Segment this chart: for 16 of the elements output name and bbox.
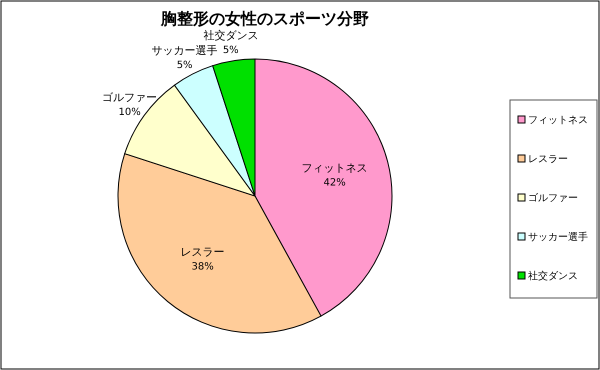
chart-title: 胸整形の女性のスポーツ分野 [160,9,369,28]
slice-label: ゴルファー [102,90,158,104]
data-label: 38% [191,261,214,272]
data-label: 5% [176,60,193,71]
legend-label: サッカー選手 [528,231,588,243]
legend-label: レスラー [528,154,568,165]
data-label: 5% [222,44,239,56]
legend-label: ゴルファー [528,192,578,204]
data-label: 10% [118,106,141,118]
slice-label: フィットネス [302,162,368,175]
legend-label: 社交ダンス [528,270,578,282]
slice-label: サッカー選手 [152,44,218,57]
slice-label: レスラー [180,245,225,258]
slice-label: 社交ダンス [203,28,258,42]
data-label: 42% [324,178,346,189]
legend-label: フィットネス [528,115,588,126]
